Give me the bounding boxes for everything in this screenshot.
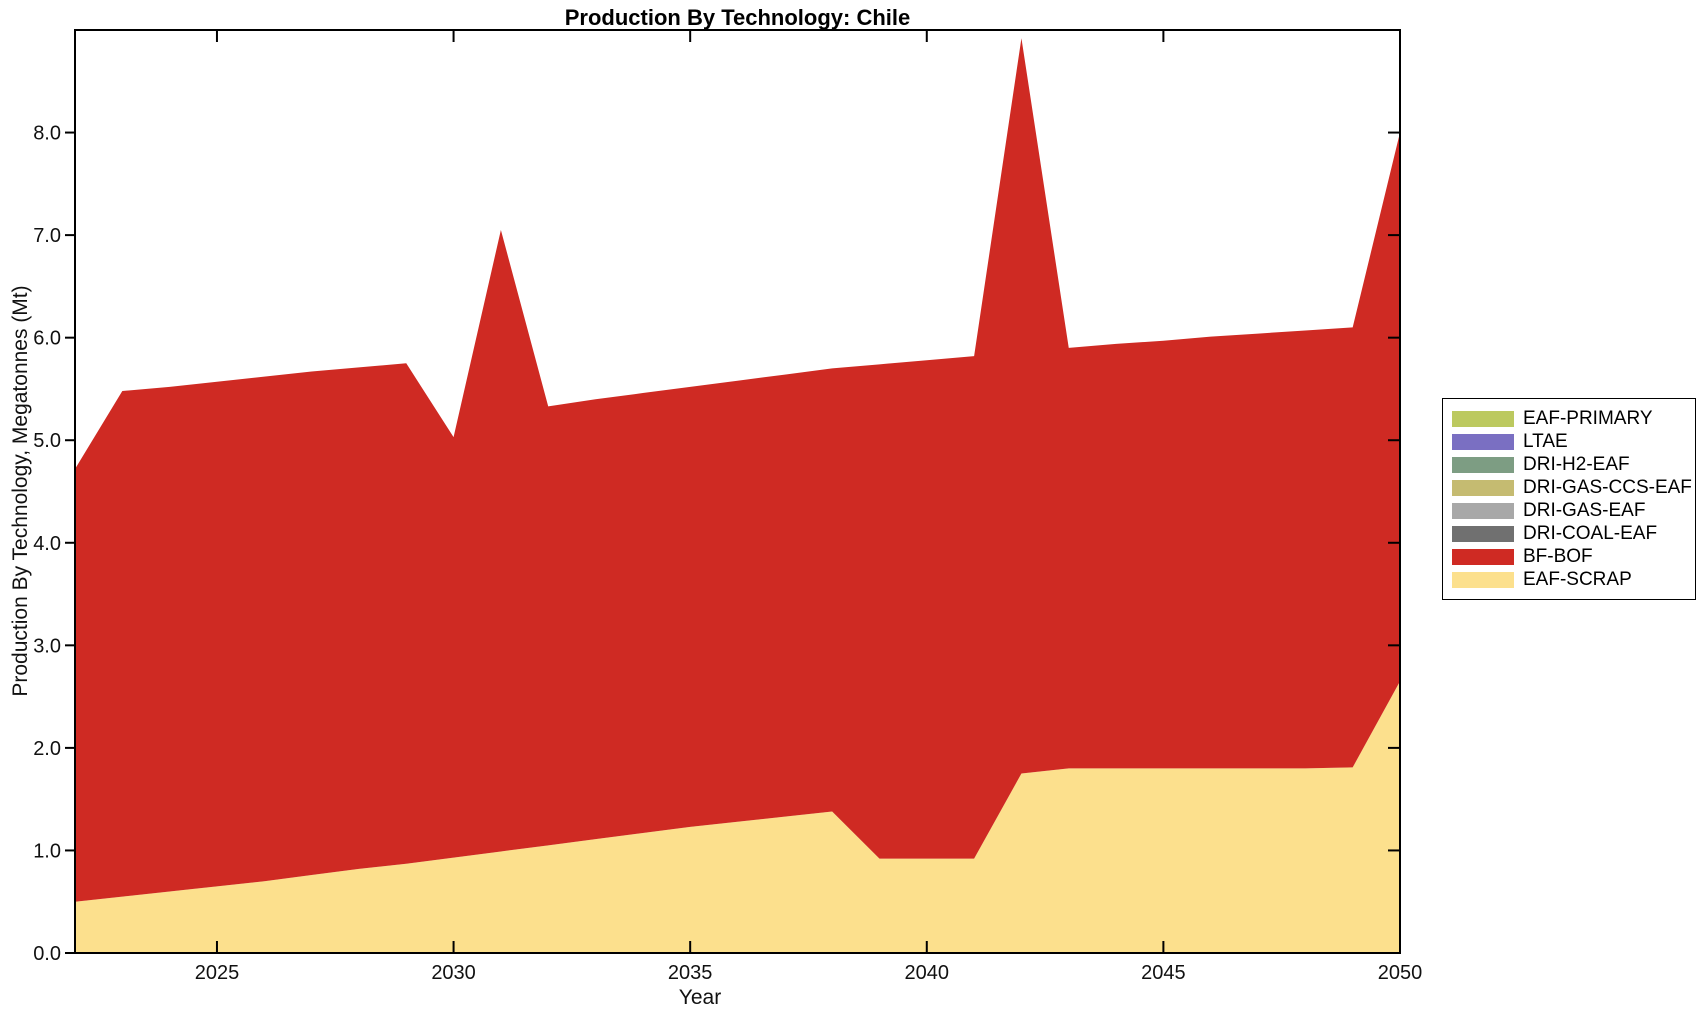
legend-label: EAF-SCRAP — [1523, 569, 1632, 590]
x-tick-label: 2050 — [1378, 962, 1423, 984]
plot-frame — [74, 29, 1401, 954]
legend-swatch-dri-h2-eaf — [1452, 456, 1514, 473]
y-tick-label: 6.0 — [33, 328, 61, 350]
y-tick-label: 0.0 — [33, 943, 61, 965]
legend: EAF-PRIMARY LTAE DRI-H2-EAF DRI-GAS-CCS-EAF… — [1442, 398, 1696, 600]
x-tick-label: 2040 — [905, 962, 950, 984]
x-tick-label: 2025 — [195, 962, 240, 984]
x-tick-label: 2045 — [1141, 962, 1186, 984]
legend-swatch-ltae — [1452, 433, 1514, 450]
legend-swatch-dri-coal-eaf — [1452, 525, 1514, 542]
legend-label: DRI-COAL-EAF — [1523, 523, 1658, 544]
legend-item: EAF-PRIMARY — [1452, 407, 1691, 430]
y-tick-label: 3.0 — [33, 635, 61, 657]
chart-title: Production By Technology: Chile — [564, 5, 911, 30]
legend-label: EAF-PRIMARY — [1523, 408, 1653, 429]
x-tick-label: 2035 — [668, 962, 713, 984]
area-bf-bof — [75, 38, 1400, 902]
legend-item: LTAE — [1452, 430, 1691, 453]
legend-label: BF-BOF — [1523, 546, 1593, 567]
legend-label: DRI-GAS-CCS-EAF — [1523, 477, 1692, 498]
legend-item: BF-BOF — [1452, 545, 1691, 568]
y-tick-label: 4.0 — [33, 533, 61, 555]
area-eaf-scrap — [75, 681, 1400, 953]
legend-swatch-bf-bof — [1452, 548, 1514, 565]
y-tick-label: 7.0 — [33, 225, 61, 247]
legend-item: DRI-GAS-CCS-EAF — [1452, 476, 1692, 499]
legend-item: DRI-H2-EAF — [1452, 453, 1691, 476]
x-axis-label: Year — [678, 986, 722, 1009]
y-tick-label: 2.0 — [33, 738, 61, 760]
legend-swatch-dri-gas-eaf — [1452, 502, 1514, 519]
legend-item: EAF-SCRAP — [1452, 568, 1691, 591]
legend-item: DRI-COAL-EAF — [1452, 522, 1691, 545]
y-tick-label: 8.0 — [33, 123, 61, 145]
y-tick-label: 5.0 — [33, 430, 61, 452]
x-tick-label: 2030 — [431, 962, 476, 984]
legend-label: DRI-H2-EAF — [1523, 454, 1630, 475]
legend-swatch-dri-gas-ccs-eaf — [1452, 479, 1514, 496]
legend-label: DRI-GAS-EAF — [1523, 500, 1646, 521]
legend-swatch-eaf-primary — [1452, 410, 1514, 427]
legend-swatch-eaf-scrap — [1452, 571, 1514, 588]
y-tick-label: 1.0 — [33, 840, 61, 862]
legend-item: DRI-GAS-EAF — [1452, 499, 1691, 522]
legend-label: LTAE — [1523, 431, 1568, 452]
